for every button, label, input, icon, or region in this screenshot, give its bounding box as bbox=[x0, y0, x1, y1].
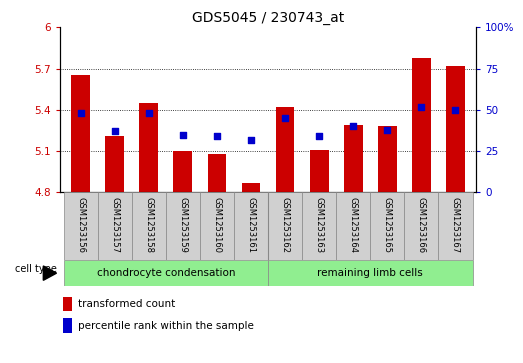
Text: GSM1253163: GSM1253163 bbox=[315, 196, 324, 253]
Bar bbox=[208, 154, 226, 192]
Bar bbox=[268, 192, 302, 260]
Text: GSM1253164: GSM1253164 bbox=[349, 197, 358, 253]
Bar bbox=[140, 103, 158, 192]
Text: transformed count: transformed count bbox=[78, 299, 175, 309]
Bar bbox=[268, 260, 472, 286]
Point bbox=[247, 136, 255, 142]
Point bbox=[110, 129, 119, 134]
Bar bbox=[344, 125, 362, 192]
Point bbox=[144, 110, 153, 116]
Text: GSM1253159: GSM1253159 bbox=[178, 197, 187, 253]
Text: percentile rank within the sample: percentile rank within the sample bbox=[78, 321, 254, 331]
Point bbox=[417, 103, 426, 109]
Bar bbox=[200, 192, 234, 260]
Bar bbox=[105, 136, 124, 192]
Text: GSM1253162: GSM1253162 bbox=[280, 197, 290, 253]
Text: GSM1253165: GSM1253165 bbox=[383, 197, 392, 253]
Bar bbox=[98, 192, 132, 260]
Bar bbox=[378, 126, 396, 192]
Bar bbox=[174, 151, 192, 192]
Point bbox=[76, 110, 85, 116]
Bar bbox=[64, 260, 268, 286]
Bar bbox=[276, 107, 294, 192]
Bar bbox=[412, 57, 431, 192]
Bar bbox=[242, 183, 260, 192]
Bar bbox=[166, 192, 200, 260]
Bar bbox=[64, 192, 98, 260]
Bar bbox=[63, 297, 72, 311]
Point bbox=[315, 133, 323, 139]
Point bbox=[281, 115, 289, 121]
Text: remaining limb cells: remaining limb cells bbox=[317, 268, 423, 278]
Bar bbox=[63, 318, 72, 333]
Point bbox=[451, 107, 460, 113]
Bar bbox=[302, 192, 336, 260]
Text: GSM1253161: GSM1253161 bbox=[246, 197, 256, 253]
Point bbox=[349, 123, 357, 129]
Bar bbox=[446, 66, 465, 192]
Title: GDS5045 / 230743_at: GDS5045 / 230743_at bbox=[192, 11, 344, 25]
Bar bbox=[438, 192, 472, 260]
Text: cell type: cell type bbox=[15, 265, 57, 274]
Bar bbox=[71, 76, 90, 192]
Bar bbox=[336, 192, 370, 260]
Bar bbox=[404, 192, 438, 260]
Bar bbox=[370, 192, 404, 260]
Text: GSM1253167: GSM1253167 bbox=[451, 196, 460, 253]
Text: GSM1253160: GSM1253160 bbox=[212, 197, 221, 253]
Bar bbox=[310, 150, 328, 192]
Text: chondrocyte condensation: chondrocyte condensation bbox=[97, 268, 235, 278]
FancyArrow shape bbox=[43, 266, 56, 280]
Point bbox=[179, 132, 187, 138]
Bar bbox=[234, 192, 268, 260]
Text: GSM1253157: GSM1253157 bbox=[110, 197, 119, 253]
Text: GSM1253166: GSM1253166 bbox=[417, 196, 426, 253]
Text: GSM1253158: GSM1253158 bbox=[144, 197, 153, 253]
Bar bbox=[132, 192, 166, 260]
Point bbox=[383, 127, 392, 132]
Text: GSM1253156: GSM1253156 bbox=[76, 197, 85, 253]
Point bbox=[213, 133, 221, 139]
